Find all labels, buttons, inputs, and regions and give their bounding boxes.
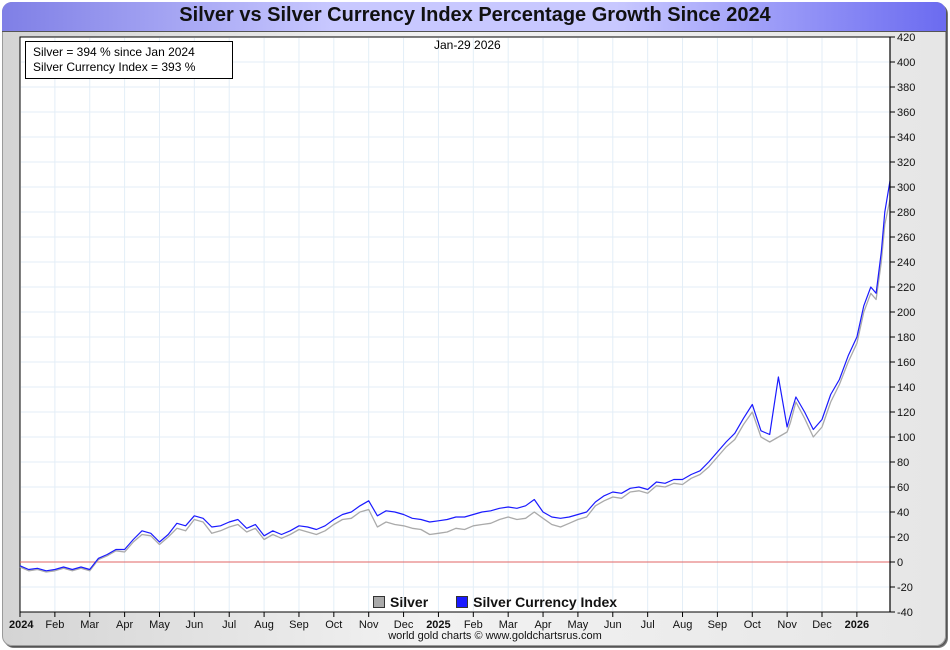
- x-tick-label: Oct: [325, 619, 342, 631]
- y-tick-label: -40: [897, 607, 913, 619]
- y-tick-label: 360: [897, 107, 915, 119]
- y-tick-label: 60: [897, 482, 909, 494]
- x-tick-label: Sep: [708, 619, 728, 631]
- grid-lines: [21, 38, 889, 611]
- series-line-silver: [19, 199, 891, 573]
- x-tick-label: Jul: [641, 619, 655, 631]
- y-tick-label: 400: [897, 57, 915, 69]
- y-tick-label: 420: [897, 32, 915, 44]
- legend-item-silver-currency-index: Silver Currency Index: [456, 594, 617, 610]
- x-tick-label: 2025: [426, 619, 450, 631]
- legend-label-silver: Silver: [390, 594, 429, 610]
- y-tick-label: 340: [897, 132, 915, 144]
- y-tick-label: 160: [897, 357, 915, 369]
- x-tick-label: Sep: [289, 619, 309, 631]
- plot-area: [19, 36, 891, 613]
- series-line-silver-currency-index: [19, 180, 891, 572]
- y-tick-label: 280: [897, 207, 915, 219]
- y-tick-label: 260: [897, 232, 915, 244]
- y-axis: 4204003803603403203002802602402202001801…: [889, 32, 915, 619]
- x-tick-label: May: [568, 619, 589, 631]
- y-tick-label: 180: [897, 332, 915, 344]
- y-tick-label: 140: [897, 382, 915, 394]
- legend-swatch-silver: [373, 596, 385, 608]
- info-silver: Silver = 394 % since Jan 2024: [33, 45, 195, 59]
- x-tick-label: Jun: [185, 619, 203, 631]
- info-box: Silver = 394 % since Jan 2024 Silver Cur…: [25, 41, 233, 79]
- credit-text: world gold charts © www.goldchartsrus.co…: [388, 630, 602, 642]
- legend-swatch-silver-currency-index: [456, 596, 469, 608]
- title-bar: [2, 2, 946, 32]
- legend: Silver Silver Currency Index: [373, 594, 645, 610]
- x-tick-label: Aug: [673, 619, 693, 631]
- legend-item-silver: Silver: [373, 594, 428, 610]
- y-tick-label: 40: [897, 507, 909, 519]
- x-tick-label: 2024: [9, 619, 34, 631]
- x-tick-label: Oct: [744, 619, 761, 631]
- y-tick-label: 20: [897, 532, 909, 544]
- x-tick-label: Nov: [777, 619, 797, 631]
- x-tick-label: Jul: [222, 619, 236, 631]
- x-axis: 2024 Feb Mar Apr May Jun Jul Aug Sep Oct Nov Dec 202…: [9, 612, 869, 631]
- y-tick-label: -20: [897, 582, 913, 594]
- date-label: Jan-29 2026: [434, 38, 501, 52]
- y-tick-label: 0: [897, 557, 903, 569]
- x-tick-label: Apr: [534, 619, 551, 631]
- series-group: [19, 180, 891, 573]
- y-tick-label: 120: [897, 407, 915, 419]
- x-tick-label: Feb: [45, 619, 64, 631]
- chart-title: Silver vs Silver Currency Index Percenta…: [179, 4, 771, 26]
- x-tick-label: Mar: [499, 619, 518, 631]
- y-tick-label: 220: [897, 282, 915, 294]
- y-tick-label: 320: [897, 157, 915, 169]
- x-tick-label: Nov: [359, 619, 379, 631]
- x-tick-label: Feb: [464, 619, 483, 631]
- x-tick-label: Mar: [80, 619, 99, 631]
- x-tick-label: 2026: [845, 619, 869, 631]
- x-tick-label: Dec: [812, 619, 832, 631]
- x-tick-label: May: [149, 619, 170, 631]
- y-tick-label: 80: [897, 457, 909, 469]
- y-tick-label: 240: [897, 257, 915, 269]
- y-tick-label: 300: [897, 182, 915, 194]
- x-tick-label: Aug: [254, 619, 274, 631]
- info-silver-currency-index: Silver Currency Index = 393 %: [33, 60, 196, 74]
- y-tick-label: 200: [897, 307, 915, 319]
- x-tick-label: Dec: [394, 619, 414, 631]
- x-tick-label: Apr: [116, 619, 133, 631]
- y-tick-label: 100: [897, 432, 915, 444]
- y-tick-label: 380: [897, 82, 915, 94]
- x-tick-label: Jun: [604, 619, 622, 631]
- legend-label-silver-currency-index: Silver Currency Index: [473, 594, 618, 610]
